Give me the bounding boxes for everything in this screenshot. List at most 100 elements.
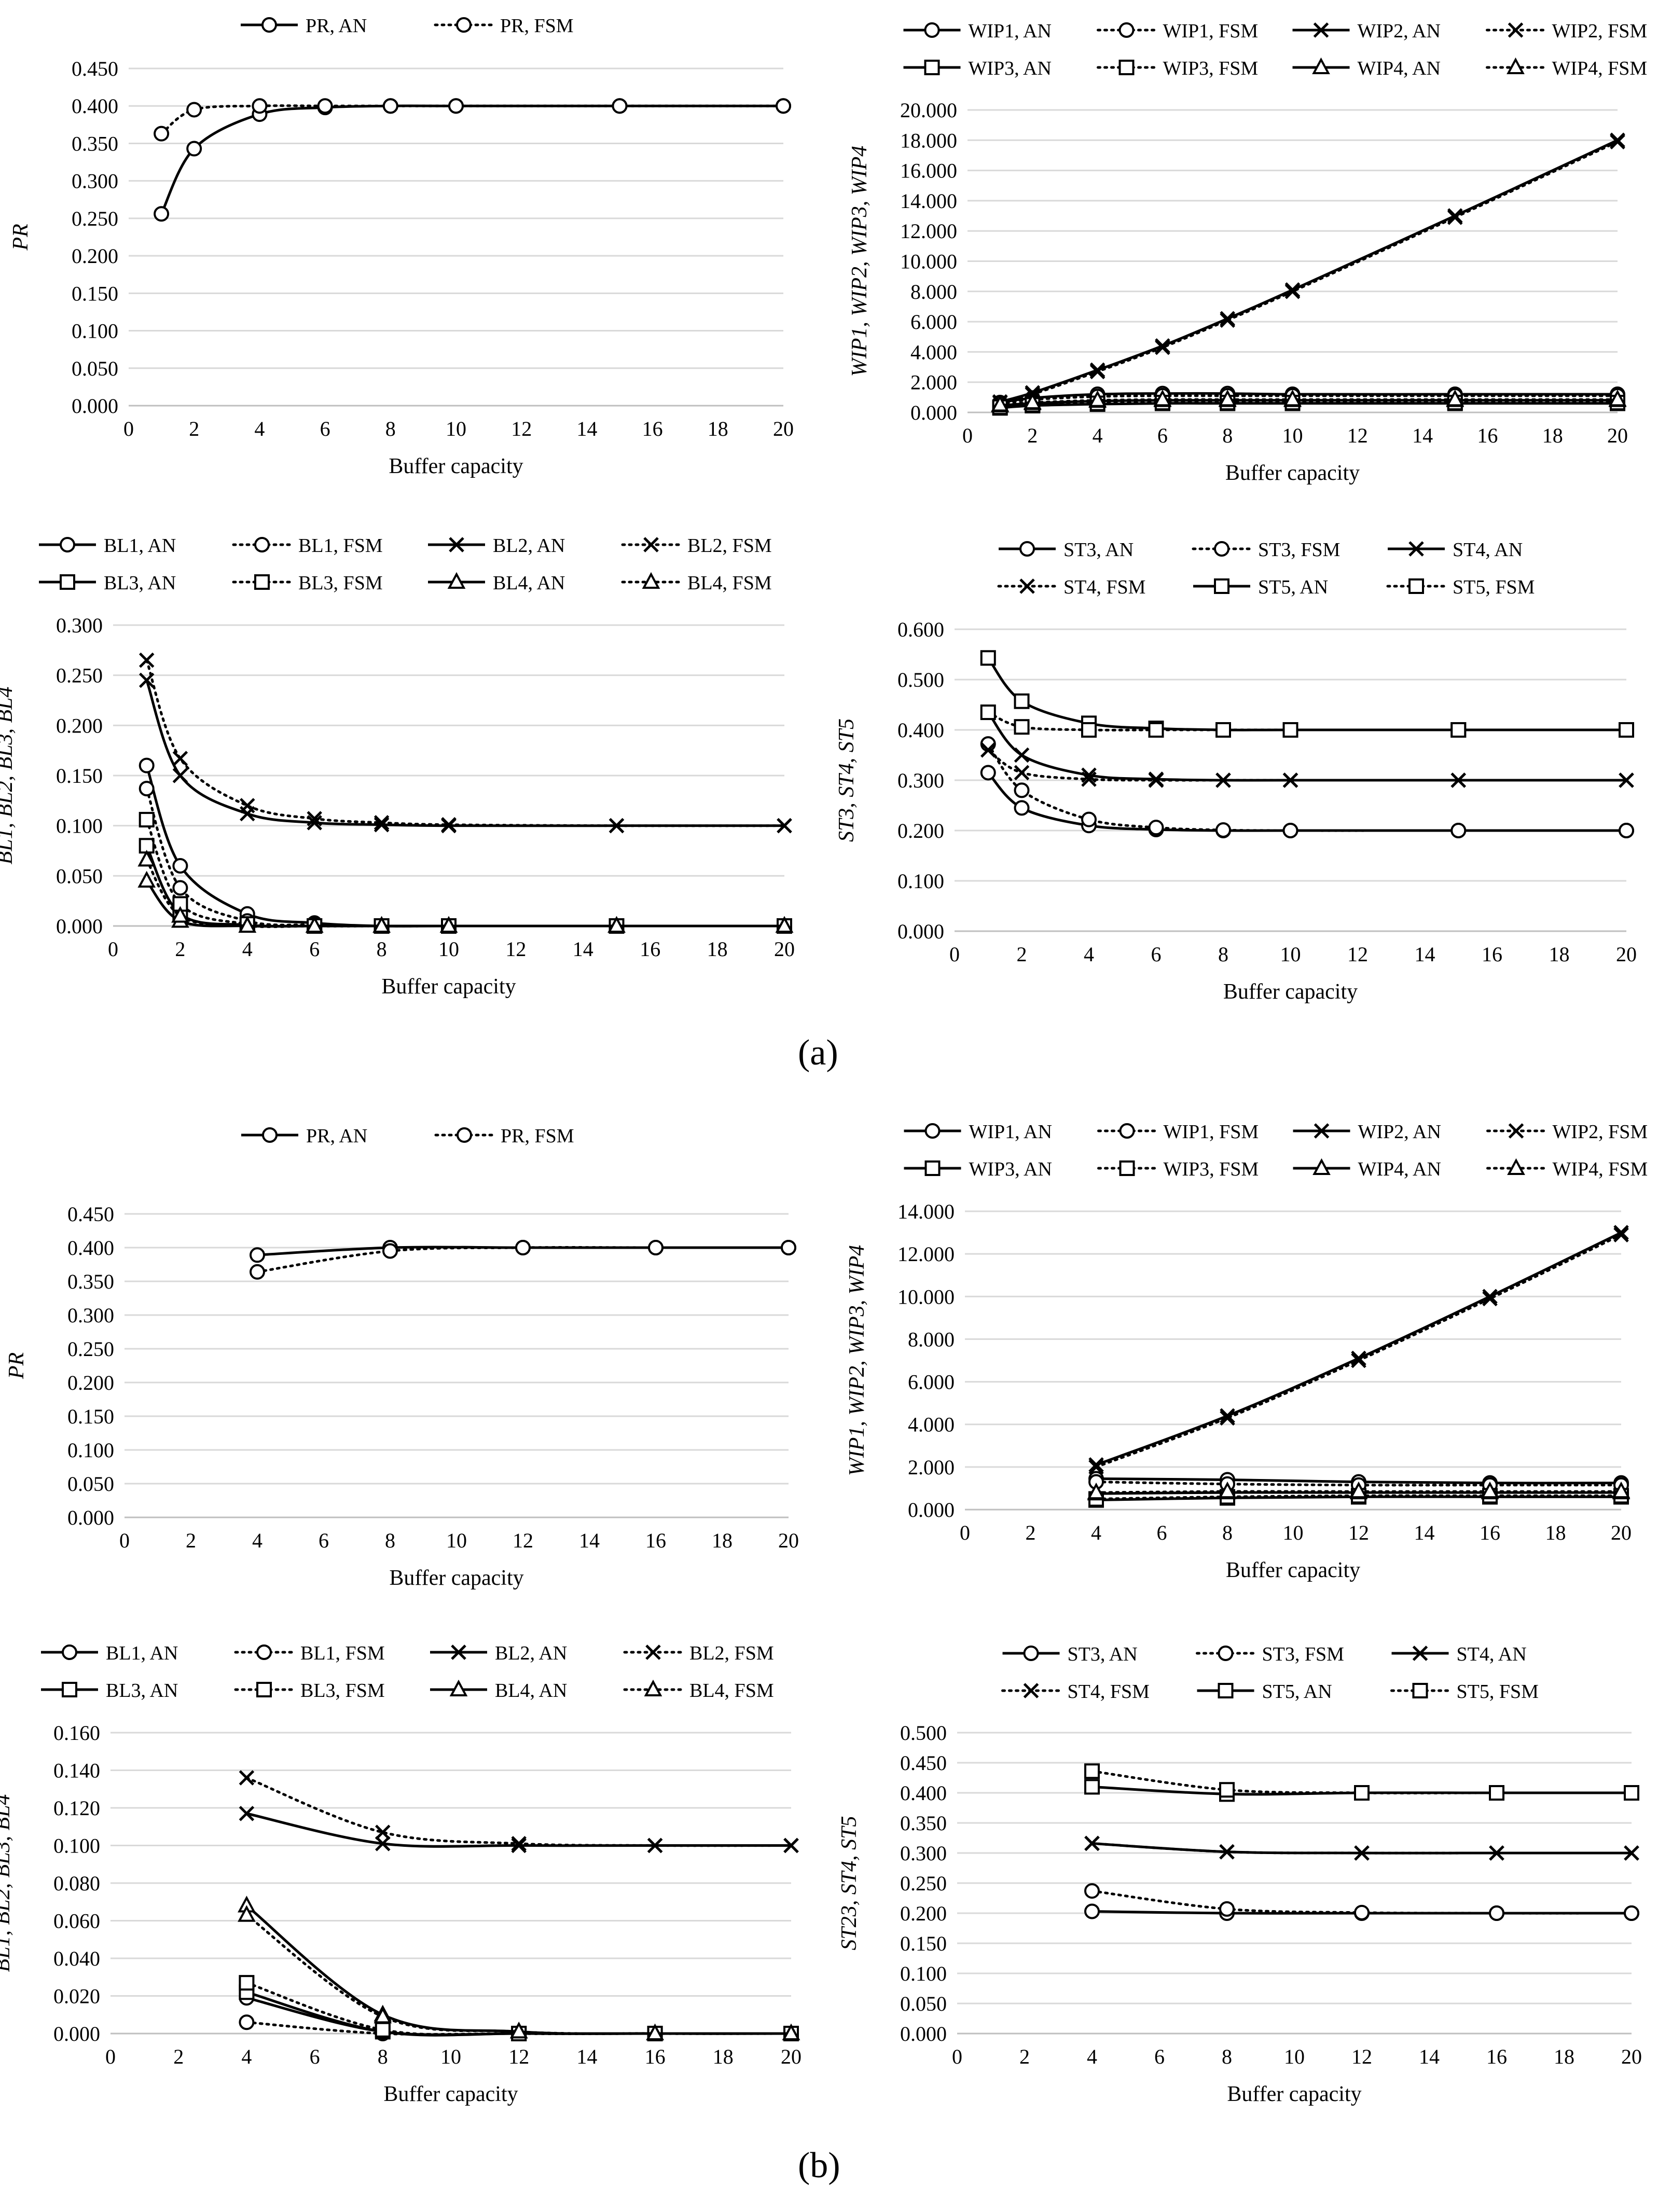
data-point — [1351, 1352, 1366, 1368]
x-tick-label: 8 — [378, 2045, 388, 2068]
legend-marker — [643, 537, 659, 552]
data-point — [1081, 811, 1097, 827]
series-bl2-an — [139, 672, 792, 834]
data-point — [1014, 800, 1030, 816]
data-point — [139, 812, 155, 828]
series-st5-fsm — [980, 704, 1634, 738]
series-st3-an — [980, 765, 1634, 838]
data-point — [609, 818, 625, 834]
data-point — [1489, 1785, 1504, 1801]
legend-marker — [1408, 541, 1424, 557]
data-point — [250, 1264, 265, 1280]
data-point — [439, 916, 458, 933]
x-tick-label: 4 — [252, 1529, 262, 1552]
x-tick-label: 12 — [511, 417, 532, 440]
y-tick-label: 4.000 — [910, 340, 957, 364]
chart-8: 0.000 0.050 0.100 0.150 0.200 0.250 0.300 0.350… — [837, 1643, 1642, 2106]
data-point — [1354, 1785, 1370, 1801]
x-tick-label: 4 — [254, 417, 265, 440]
x-tick-label: 14 — [1419, 2045, 1440, 2068]
data-point — [1014, 693, 1030, 709]
series-st4-fsm — [1084, 1835, 1639, 1861]
legend-label: WIP4, FSM — [1553, 1158, 1648, 1180]
y-tick-label: 0.400 — [900, 1781, 947, 1805]
x-tick-label: 10 — [446, 1529, 467, 1552]
series-line — [246, 1812, 791, 1848]
data-point — [1088, 1459, 1104, 1475]
series-st3-fsm — [980, 736, 1634, 838]
data-point — [382, 1243, 398, 1259]
data-point — [1482, 1289, 1498, 1305]
legend: PR, AN PR, FSM — [241, 1125, 574, 1147]
data-point — [1148, 820, 1164, 836]
legend-label: BL3, AN — [104, 572, 176, 594]
data-point — [612, 98, 628, 114]
y-tick-label: 0.300 — [72, 170, 118, 193]
data-point — [1153, 390, 1172, 407]
data-point — [1282, 823, 1298, 838]
data-point — [646, 2023, 664, 2040]
legend-label: WIP2, AN — [1358, 1121, 1441, 1143]
x-tick-label: 0 — [952, 2045, 962, 2068]
legend: PR, AN PR, FSM — [241, 15, 574, 37]
data-point — [1220, 1410, 1235, 1426]
data-point — [1087, 1482, 1106, 1500]
data-point — [1148, 772, 1164, 788]
x-tick-label: 6 — [1151, 943, 1162, 966]
series-wip4-fsm — [991, 390, 1627, 412]
legend-label: WIP2, FSM — [1553, 1121, 1648, 1143]
x-tick-label: 20 — [1611, 1521, 1632, 1544]
legend-label: WIP3, AN — [969, 1158, 1052, 1180]
x-tick-label: 12 — [508, 2045, 529, 2068]
x-tick-label: 10 — [1282, 424, 1303, 447]
legend-marker — [644, 1679, 662, 1696]
x-tick-label: 12 — [1347, 424, 1368, 447]
y-tick-label: 0.040 — [53, 1947, 100, 1970]
legend-label: WIP2, FSM — [1552, 20, 1648, 42]
data-point — [1608, 390, 1627, 407]
data-point — [648, 1240, 664, 1255]
legend-marker — [262, 1127, 278, 1143]
y-tick-label: 0.000 — [910, 401, 957, 424]
data-point — [172, 768, 188, 783]
legend-marker — [1412, 1683, 1428, 1698]
data-point — [1283, 390, 1302, 407]
y-tick-label: 0.100 — [67, 1439, 114, 1462]
legend-label: BL2, AN — [495, 1642, 567, 1664]
legend-label: ST3, AN — [1068, 1643, 1138, 1665]
data-point — [1489, 1905, 1504, 1921]
legend-label: ST4, AN — [1457, 1643, 1527, 1665]
legend-marker — [1023, 1683, 1039, 1698]
y-tick-label: 12.000 — [900, 219, 957, 243]
data-point — [1084, 1903, 1100, 1919]
legend-marker — [451, 1644, 466, 1660]
data-point — [186, 102, 202, 118]
series-wip2-an — [1088, 1225, 1629, 1473]
x-tick-label: 10 — [1283, 1521, 1304, 1544]
series-line — [999, 394, 1619, 405]
series-line — [1096, 1231, 1622, 1467]
legend-marker — [1214, 578, 1229, 594]
data-point — [374, 2007, 392, 2024]
x-axis-label: Buffer capacity — [389, 454, 523, 478]
legend-marker — [1314, 1123, 1330, 1139]
data-point — [154, 206, 170, 222]
legend-label: BL3, FSM — [300, 1680, 385, 1702]
data-point — [980, 742, 996, 758]
series-wip2-fsm — [992, 134, 1625, 410]
x-tick-label: 4 — [1087, 2045, 1097, 2068]
legend-label: WIP3, AN — [969, 58, 1052, 79]
data-point — [137, 850, 156, 867]
y-tick-label: 0.300 — [67, 1304, 114, 1327]
data-point — [1215, 822, 1231, 838]
y-tick-label: 0.100 — [56, 814, 103, 838]
x-tick-label: 20 — [774, 937, 795, 961]
x-tick-label: 4 — [1093, 424, 1103, 447]
x-tick-label: 12 — [505, 937, 526, 961]
data-point — [172, 751, 188, 766]
data-point — [374, 817, 390, 833]
legend: WIP1, AN WIP1, FSM WIP2, AN WIP2, FSM WIP3, … — [903, 20, 1648, 79]
x-tick-label: 18 — [712, 1529, 733, 1552]
x-tick-label: 6 — [1157, 424, 1168, 447]
legend-marker — [60, 537, 75, 552]
